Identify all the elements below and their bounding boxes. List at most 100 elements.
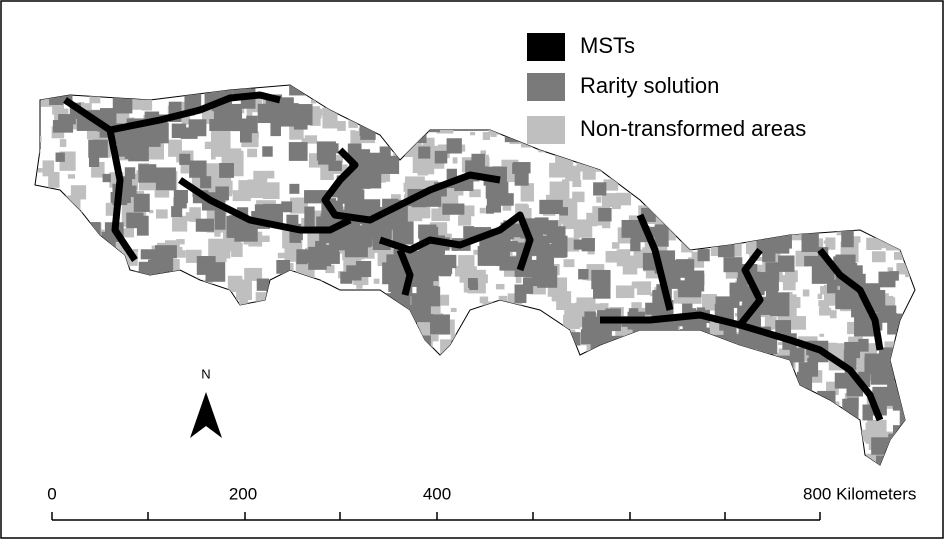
- patch: [374, 279, 380, 284]
- patch: [238, 180, 248, 192]
- patch: [278, 253, 285, 258]
- patch: [596, 196, 601, 202]
- patch: [366, 173, 381, 188]
- patch: [231, 243, 243, 257]
- patch: [138, 164, 156, 182]
- patch: [246, 116, 257, 134]
- patch: [521, 183, 534, 201]
- patch: [685, 278, 699, 292]
- patch: [765, 338, 777, 354]
- patch: [205, 142, 213, 149]
- patch: [711, 247, 719, 256]
- patch: [189, 119, 207, 136]
- patch: [783, 281, 796, 290]
- patch: [216, 149, 229, 157]
- patch: [516, 277, 522, 283]
- patch: [131, 142, 144, 155]
- patch: [263, 182, 280, 199]
- patch: [337, 121, 346, 131]
- patch: [770, 292, 789, 316]
- patch: [453, 157, 458, 163]
- patch: [200, 176, 211, 188]
- patch: [346, 265, 361, 280]
- patch: [591, 270, 610, 289]
- patch: [572, 192, 584, 203]
- patch: [211, 156, 216, 160]
- patch: [872, 251, 886, 262]
- scale-label: 800 Kilometers: [803, 484, 916, 503]
- patch: [591, 303, 602, 310]
- patch: [775, 320, 791, 334]
- patch: [451, 308, 457, 312]
- patch: [512, 163, 523, 174]
- patch: [532, 269, 549, 286]
- patch: [149, 210, 153, 213]
- patch: [578, 269, 588, 279]
- patch: [172, 124, 186, 138]
- patch: [156, 167, 176, 190]
- patch: [255, 204, 267, 216]
- patch: [179, 154, 190, 165]
- patch: [60, 139, 66, 147]
- patch: [818, 294, 823, 299]
- scale-label: 400: [423, 484, 451, 503]
- patch: [141, 249, 159, 259]
- patch: [841, 229, 854, 247]
- legend-label: MSTs: [580, 33, 635, 58]
- patch: [824, 241, 829, 244]
- legend-label: Non-transformed areas: [580, 116, 806, 141]
- patch: [317, 141, 336, 160]
- patch: [539, 200, 563, 214]
- patch: [616, 285, 634, 298]
- patch: [133, 249, 138, 252]
- patch: [267, 171, 274, 179]
- patch: [617, 249, 631, 266]
- patch: [593, 182, 606, 195]
- patch: [655, 224, 669, 246]
- patch: [470, 132, 475, 135]
- patch: [418, 164, 428, 176]
- patch: [598, 208, 611, 221]
- patch: [414, 258, 431, 275]
- patch: [219, 163, 234, 178]
- patch: [790, 348, 805, 363]
- patch: [632, 282, 643, 289]
- patch: [523, 277, 533, 294]
- patch: [803, 289, 810, 296]
- patch: [778, 255, 794, 271]
- patch: [582, 299, 587, 304]
- patch: [350, 130, 355, 133]
- patch: [586, 213, 597, 226]
- patch: [228, 276, 242, 292]
- patch: [316, 216, 326, 226]
- patch: [560, 207, 568, 215]
- patch: [289, 184, 299, 194]
- patch: [848, 293, 858, 303]
- patch: [262, 146, 272, 156]
- patch: [470, 259, 474, 263]
- patch: [296, 249, 307, 264]
- patch: [782, 275, 792, 282]
- patch: [723, 257, 742, 272]
- patch: [819, 334, 824, 337]
- patch: [468, 278, 478, 288]
- patch: [480, 297, 488, 304]
- patch: [214, 229, 220, 237]
- patch: [281, 201, 292, 212]
- patch: [574, 240, 584, 250]
- patch: [122, 176, 132, 186]
- patch: [425, 314, 433, 322]
- patch: [606, 251, 619, 263]
- patch: [889, 271, 899, 281]
- patch: [289, 142, 308, 161]
- patch: [631, 302, 641, 309]
- patch: [496, 284, 505, 289]
- patch: [850, 265, 862, 279]
- patch: [56, 153, 65, 162]
- patch: [706, 301, 711, 306]
- patch: [354, 189, 364, 199]
- patch: [157, 262, 168, 273]
- patch: [68, 174, 75, 178]
- scale-label: 0: [47, 484, 56, 503]
- patch: [189, 161, 206, 178]
